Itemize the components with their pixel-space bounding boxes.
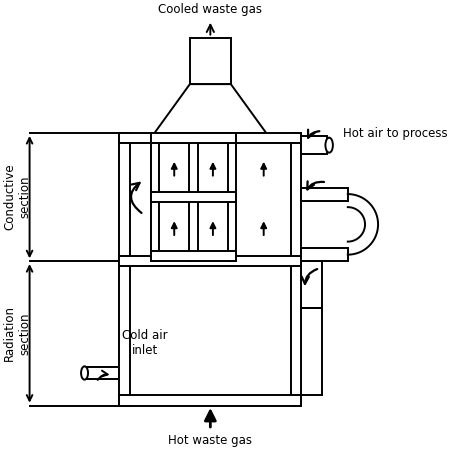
- Polygon shape: [301, 261, 322, 308]
- Polygon shape: [119, 395, 301, 406]
- Ellipse shape: [81, 366, 88, 380]
- Polygon shape: [301, 188, 348, 201]
- Polygon shape: [228, 133, 237, 261]
- Polygon shape: [190, 133, 198, 261]
- Text: Cooled waste gas: Cooled waste gas: [158, 3, 262, 16]
- Polygon shape: [291, 133, 301, 406]
- Polygon shape: [151, 133, 159, 261]
- Ellipse shape: [326, 137, 333, 153]
- Polygon shape: [119, 133, 301, 143]
- Polygon shape: [155, 84, 266, 133]
- Polygon shape: [301, 137, 327, 154]
- Text: Hot air to process: Hot air to process: [343, 127, 448, 139]
- Polygon shape: [190, 37, 231, 84]
- Text: Conductive
section: Conductive section: [3, 164, 31, 230]
- Text: Hot waste gas: Hot waste gas: [168, 435, 252, 447]
- Polygon shape: [151, 192, 237, 202]
- Polygon shape: [151, 251, 237, 261]
- Text: Radiation
section: Radiation section: [3, 305, 31, 361]
- Text: Cold air
inlet: Cold air inlet: [122, 328, 168, 357]
- Polygon shape: [151, 133, 237, 143]
- Polygon shape: [119, 133, 130, 406]
- Polygon shape: [119, 256, 301, 266]
- Polygon shape: [301, 248, 348, 261]
